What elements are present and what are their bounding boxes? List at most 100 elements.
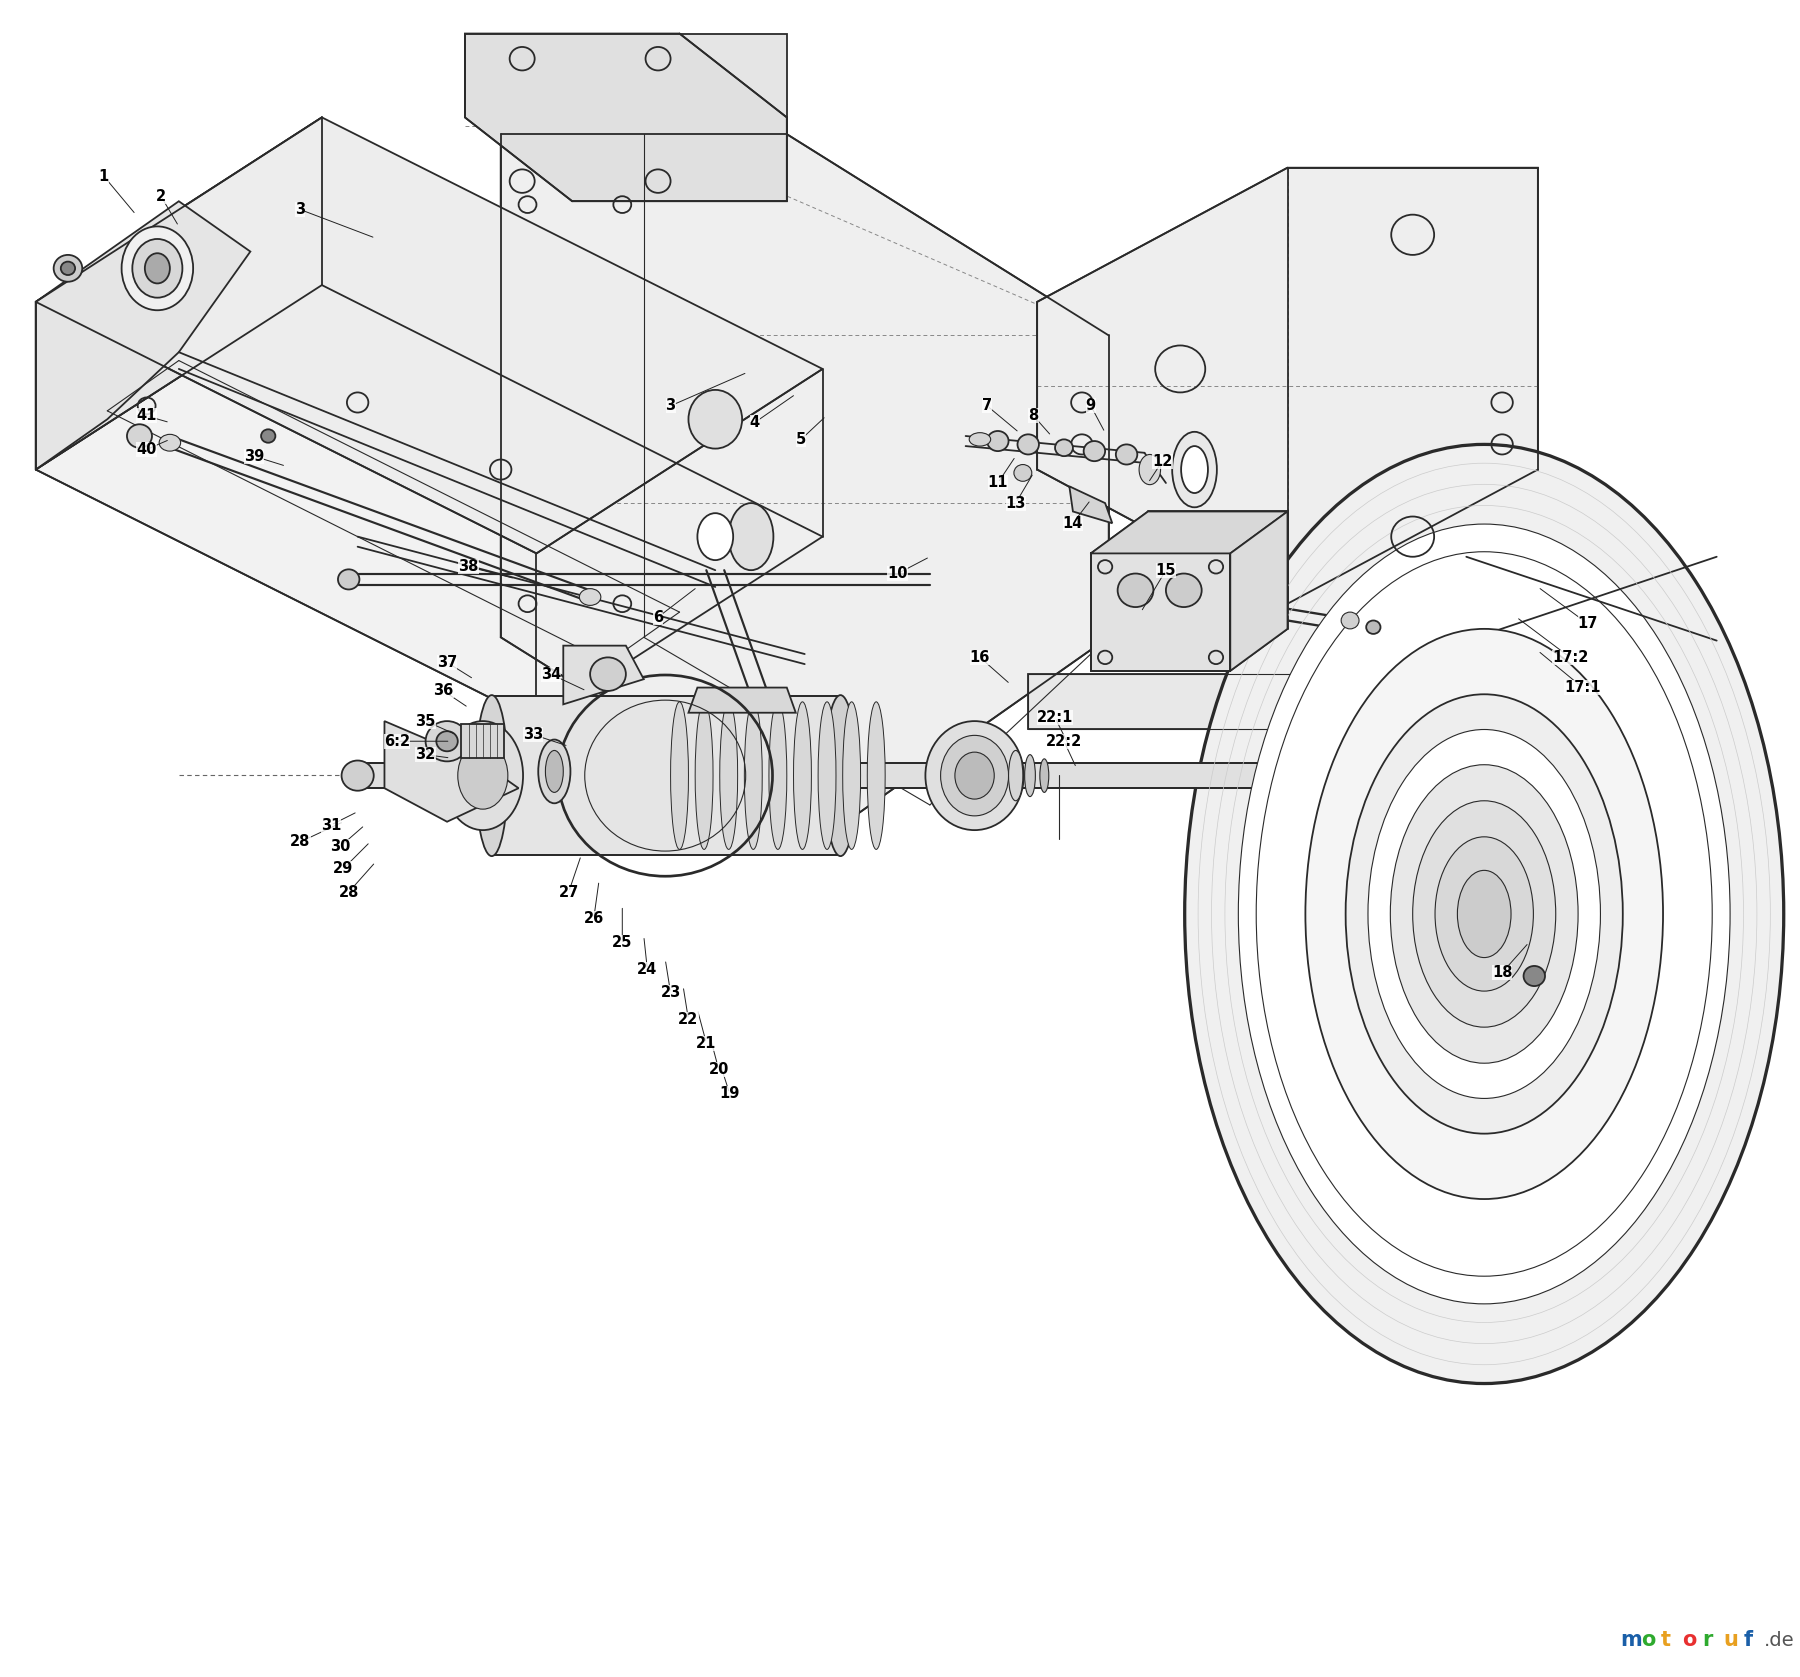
Ellipse shape [697, 513, 733, 560]
Text: 37: 37 [437, 656, 457, 669]
Ellipse shape [842, 703, 860, 850]
Text: 14: 14 [1062, 517, 1084, 530]
Ellipse shape [1435, 837, 1534, 991]
Ellipse shape [158, 434, 180, 451]
Text: 29: 29 [333, 862, 353, 875]
Circle shape [1523, 966, 1544, 986]
Text: o: o [1681, 1630, 1696, 1650]
Text: 23: 23 [661, 986, 680, 999]
Text: 36: 36 [434, 684, 454, 698]
Text: 26: 26 [583, 912, 603, 926]
Text: 8: 8 [1028, 409, 1039, 423]
Ellipse shape [1013, 465, 1031, 481]
Text: o: o [1640, 1630, 1654, 1650]
Text: 11: 11 [988, 476, 1008, 490]
Text: 20: 20 [709, 1063, 729, 1077]
Ellipse shape [941, 735, 1008, 817]
Text: 22: 22 [679, 1013, 698, 1026]
Polygon shape [1028, 674, 1305, 729]
Text: 22:1: 22:1 [1037, 711, 1073, 724]
Circle shape [425, 721, 468, 761]
Text: 27: 27 [558, 885, 580, 899]
Ellipse shape [794, 703, 812, 850]
Ellipse shape [720, 703, 738, 850]
Polygon shape [36, 285, 823, 721]
Circle shape [54, 255, 83, 282]
Circle shape [261, 429, 275, 443]
Text: f: f [1744, 1630, 1753, 1650]
Text: 35: 35 [416, 714, 436, 728]
Text: 21: 21 [697, 1036, 716, 1050]
Circle shape [436, 731, 457, 751]
Polygon shape [36, 117, 322, 470]
Circle shape [590, 657, 626, 691]
Text: 24: 24 [637, 963, 657, 976]
Polygon shape [500, 134, 1109, 838]
Circle shape [1116, 444, 1138, 465]
Text: 32: 32 [416, 748, 436, 761]
Ellipse shape [443, 721, 524, 830]
Text: 40: 40 [137, 443, 157, 456]
Ellipse shape [457, 743, 508, 810]
Ellipse shape [1256, 552, 1712, 1276]
Ellipse shape [671, 703, 688, 850]
Ellipse shape [122, 226, 193, 310]
Ellipse shape [1172, 431, 1217, 508]
Circle shape [1366, 620, 1381, 634]
Ellipse shape [475, 696, 508, 857]
Ellipse shape [769, 703, 787, 850]
Text: 41: 41 [137, 409, 157, 423]
Text: 6: 6 [653, 610, 662, 624]
Polygon shape [358, 763, 1341, 788]
Polygon shape [563, 646, 644, 704]
Text: 6:2: 6:2 [383, 735, 410, 748]
Ellipse shape [1458, 870, 1510, 958]
Text: m: m [1620, 1630, 1642, 1650]
Ellipse shape [1341, 612, 1359, 629]
Text: 34: 34 [540, 667, 562, 681]
Ellipse shape [545, 751, 563, 793]
Polygon shape [36, 201, 250, 470]
Circle shape [986, 431, 1008, 451]
Text: 16: 16 [970, 651, 990, 664]
Circle shape [1017, 434, 1039, 454]
Polygon shape [36, 117, 823, 553]
Ellipse shape [1346, 694, 1624, 1134]
Ellipse shape [1368, 729, 1600, 1098]
Ellipse shape [1238, 523, 1730, 1305]
Polygon shape [385, 721, 518, 822]
Ellipse shape [1040, 760, 1049, 793]
Polygon shape [491, 696, 841, 855]
Text: 39: 39 [243, 449, 265, 463]
Text: r: r [1703, 1630, 1714, 1650]
Text: 25: 25 [612, 936, 632, 949]
Text: 10: 10 [887, 567, 907, 580]
Ellipse shape [824, 696, 857, 857]
Circle shape [61, 262, 76, 275]
Text: 4: 4 [749, 416, 760, 429]
Text: 17: 17 [1579, 617, 1598, 631]
Ellipse shape [868, 703, 886, 850]
Text: 17:1: 17:1 [1564, 681, 1600, 694]
Text: 28: 28 [338, 885, 358, 899]
Text: 9: 9 [1085, 399, 1096, 413]
Polygon shape [500, 34, 787, 134]
Text: 13: 13 [1006, 496, 1026, 510]
Text: 19: 19 [720, 1087, 740, 1100]
Text: 30: 30 [329, 840, 349, 854]
Ellipse shape [688, 391, 742, 449]
Polygon shape [1229, 511, 1287, 671]
Ellipse shape [819, 703, 835, 850]
Text: 33: 33 [522, 728, 544, 741]
Ellipse shape [695, 703, 713, 850]
Circle shape [1084, 441, 1105, 461]
Circle shape [338, 570, 360, 590]
Text: u: u [1723, 1630, 1737, 1650]
Polygon shape [1091, 511, 1287, 553]
Ellipse shape [1139, 454, 1161, 485]
Ellipse shape [1008, 751, 1022, 802]
Ellipse shape [968, 433, 990, 446]
Circle shape [1055, 439, 1073, 456]
Ellipse shape [1024, 755, 1035, 797]
Ellipse shape [1413, 802, 1555, 1026]
